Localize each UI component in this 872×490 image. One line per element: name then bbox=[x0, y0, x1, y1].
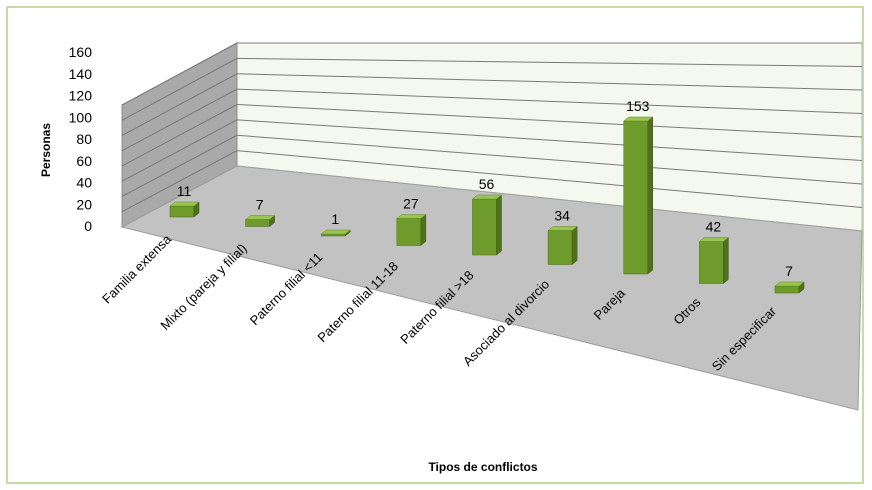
bar-7 bbox=[623, 116, 654, 275]
data-label: 34 bbox=[554, 208, 570, 224]
bar-6 bbox=[547, 225, 578, 266]
gridline-back bbox=[236, 73, 863, 91]
gridline-side bbox=[121, 73, 238, 136]
bar-top bbox=[547, 226, 578, 231]
gridline-back bbox=[236, 88, 863, 114]
gridline-side bbox=[121, 150, 238, 213]
chart-svg: 0 20 40 60 80 100 120 140 160 Personas Tipos de co… bbox=[39, 42, 863, 474]
bar-front bbox=[547, 230, 573, 265]
gridline-back bbox=[236, 134, 863, 185]
data-label: 1 bbox=[331, 211, 339, 227]
gridline-back bbox=[236, 150, 863, 208]
floor bbox=[120, 165, 863, 411]
y-tick-label: 160 bbox=[69, 44, 93, 60]
data-label: 7 bbox=[256, 197, 264, 213]
bar-front bbox=[396, 218, 422, 246]
gridline-side bbox=[121, 88, 238, 152]
bar-2 bbox=[244, 214, 276, 228]
bar-side bbox=[723, 236, 729, 285]
data-label: 11 bbox=[177, 183, 192, 199]
bar-3 bbox=[320, 229, 351, 237]
bar-front bbox=[699, 241, 724, 284]
y-tick-label: 60 bbox=[76, 153, 92, 169]
bar-top bbox=[623, 116, 654, 122]
gridline-side bbox=[121, 42, 238, 106]
bar-side bbox=[496, 194, 502, 256]
bar-1 bbox=[169, 201, 200, 218]
y-tick-label: 120 bbox=[69, 88, 93, 104]
gridline-back bbox=[236, 119, 863, 161]
bar-front bbox=[169, 205, 195, 218]
x-axis-title: Tipos de conflictos bbox=[428, 460, 537, 474]
bar-side bbox=[420, 213, 427, 247]
data-label: 42 bbox=[706, 219, 722, 235]
bar-top bbox=[244, 215, 276, 220]
bar-front bbox=[774, 285, 800, 294]
bar-5 bbox=[471, 194, 503, 256]
data-label: 56 bbox=[479, 176, 495, 192]
bar-top bbox=[471, 194, 503, 200]
bar-top bbox=[774, 281, 805, 287]
bar-8 bbox=[698, 236, 730, 285]
gridline-back bbox=[236, 104, 863, 138]
gridline-side bbox=[121, 57, 238, 121]
gridline-back bbox=[236, 57, 863, 67]
y-tick-label: 80 bbox=[76, 131, 92, 147]
bar-9 bbox=[774, 281, 805, 294]
category-label: Familia extensa bbox=[99, 231, 175, 307]
gridline-side bbox=[121, 119, 238, 182]
y-tick-label: 0 bbox=[84, 218, 92, 234]
data-label: 7 bbox=[785, 263, 793, 279]
y-tick-label: 20 bbox=[76, 196, 92, 212]
bar-front bbox=[472, 198, 497, 256]
gridline-side bbox=[121, 134, 238, 197]
bar-4 bbox=[396, 213, 427, 247]
bar-front bbox=[623, 120, 648, 275]
bar-top bbox=[698, 237, 730, 242]
y-tick-label: 40 bbox=[76, 175, 92, 191]
y-axis-title: Personas bbox=[39, 123, 53, 177]
bar-side bbox=[571, 225, 578, 266]
y-tick-label: 140 bbox=[69, 66, 93, 82]
bar-front bbox=[321, 233, 346, 237]
data-label: 27 bbox=[403, 196, 419, 212]
bar-top bbox=[320, 229, 351, 235]
data-label: 153 bbox=[626, 98, 650, 114]
category-label: Mixto (pareja y filial) bbox=[157, 241, 249, 333]
chart-frame: 0 20 40 60 80 100 120 140 160 Personas Tipos de co… bbox=[6, 6, 864, 484]
bar-top bbox=[396, 214, 427, 219]
bar-side bbox=[647, 116, 653, 275]
gridline-side bbox=[121, 104, 238, 167]
bar-top bbox=[169, 201, 200, 207]
bar-front bbox=[245, 219, 270, 227]
y-tick-label: 100 bbox=[69, 109, 93, 125]
